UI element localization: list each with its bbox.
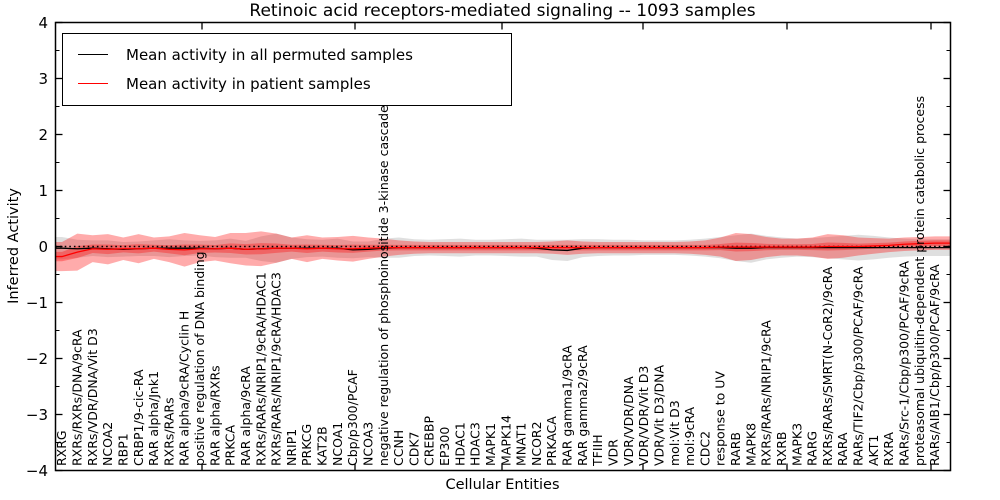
- legend-line-patient-icon: [78, 83, 108, 84]
- x-tick-label: RAR gamma1/9cRA: [560, 345, 575, 466]
- y-tick-label: −3: [26, 406, 48, 424]
- x-tick-label: RAR alpha/Jnk1: [146, 371, 161, 466]
- x-tick-label: RXRs/RARs: [161, 397, 176, 466]
- legend: Mean activity in all permuted samples Me…: [62, 33, 512, 106]
- legend-label-permuted: Mean activity in all permuted samples: [126, 45, 413, 64]
- x-tick-label: RARs/AIB1/Cbp/p300/PCAF/9cRA: [927, 264, 942, 466]
- x-tick-label: AKT1: [866, 435, 881, 466]
- x-tick-label: RAR alpha/RXRs: [207, 365, 222, 466]
- patient-inner-band: [55, 240, 951, 262]
- x-tick-label: RXRG: [54, 430, 69, 466]
- x-tick-label: RXRA: [881, 432, 896, 466]
- x-tick-label: CREBBP: [422, 416, 437, 466]
- x-tick-label: negative regulation of phosphoinositide …: [376, 105, 391, 466]
- chart-title: Retinoic acid receptors-mediated signali…: [249, 1, 756, 21]
- x-tick-label: RARG: [805, 431, 820, 466]
- x-tick-label: RBP1: [115, 433, 130, 466]
- x-tick-label: RXRs/RARs/NRIP1/9cRA/HDAC3: [269, 272, 284, 466]
- x-tick-label: HDAC3: [468, 422, 483, 466]
- y-tick-label: 4: [38, 14, 48, 32]
- x-tick-label: mol:Vit D3: [667, 400, 682, 466]
- x-tick-label: response to UV: [713, 371, 728, 466]
- x-tick-label: CDC2: [697, 431, 712, 466]
- x-tick-label: VDR/VDR/Vit D3: [636, 366, 651, 466]
- x-tick-label: PRKACA: [544, 416, 559, 466]
- x-tick-label: VDR/Vit D3/DNA: [651, 365, 666, 466]
- x-tick-label: MAPK3: [789, 423, 804, 466]
- x-tick-label: MAPK14: [498, 415, 513, 466]
- x-tick-label: RAR alpha/9cRA: [238, 366, 253, 466]
- x-tick-label: RXRB: [774, 431, 789, 466]
- x-tick-label: KAT2B: [315, 426, 330, 466]
- x-tick-label: NRIP1: [284, 429, 299, 466]
- legend-label-patient: Mean activity in patient samples: [126, 74, 371, 93]
- x-tick-label: VDR: [606, 439, 621, 466]
- x-axis-label: Cellular Entities: [445, 477, 560, 493]
- x-tick-label: MNAT1: [514, 423, 529, 466]
- x-tick-label: EP300: [437, 427, 452, 466]
- y-tick-label: 2: [38, 126, 48, 144]
- x-tick-label: PRKCG: [299, 424, 314, 466]
- x-tick-label: proteasomal ubiquitin-dependent protein …: [912, 96, 927, 466]
- x-tick-label: RARs/TIF2/Cbp/p300/PCAF/9cRA: [851, 266, 866, 466]
- x-tick-label: RARA: [835, 432, 850, 466]
- legend-item: Mean activity in all permuted samples: [73, 40, 501, 69]
- patient-mean-line: [55, 242, 951, 258]
- x-tick-label: MAPK8: [743, 423, 758, 466]
- x-tick-label: NCOA3: [360, 422, 375, 466]
- x-tick-label: NCOR2: [529, 421, 544, 466]
- x-tick-label: PRKCA: [223, 425, 238, 466]
- legend-item: Mean activity in patient samples: [73, 69, 501, 98]
- x-tick-label: positive regulation of DNA binding: [192, 251, 207, 466]
- x-tick-label: MAPK1: [483, 423, 498, 466]
- x-tick-label: RXRs/RXRs/DNA/9cRA: [70, 329, 85, 466]
- y-tick-label: 3: [38, 70, 48, 88]
- y-axis-label: Inferred Activity: [6, 188, 22, 304]
- x-tick-label: RXRs/RARs/NRIP1/9cRA: [759, 320, 774, 466]
- x-tick-label: RAR alpha/9cRA/Cyclin H: [177, 311, 192, 466]
- x-tick-label: RARs/Src-1/Cbp/p300/PCAF/9cRA: [896, 260, 911, 466]
- x-tick-label: RXRs/RARs/SMRT(N-CoR2)/9cRA: [820, 266, 835, 466]
- patient-std-band: [55, 231, 951, 272]
- x-tick-label: CCNH: [391, 430, 406, 466]
- x-tick-label: mol:9cRA: [682, 406, 697, 466]
- x-tick-label: RXRs/RARs/NRIP1/9cRA/HDAC1: [253, 272, 268, 466]
- x-tick-label: CRBP1/9-cic-RA: [131, 369, 146, 466]
- y-tick-label: −1: [26, 294, 48, 312]
- x-tick-label: RAR gamma2/9cRA: [575, 345, 590, 466]
- x-tick-label: NCOA2: [100, 422, 115, 466]
- x-tick-label: RXRs/VDR/DNA/Vit D3: [85, 328, 100, 466]
- x-tick-label: CDK7: [406, 431, 421, 466]
- y-tick-label: −2: [26, 350, 48, 368]
- x-tick-label: HDAC1: [452, 422, 467, 466]
- x-tick-label: NCOA1: [330, 422, 345, 466]
- x-tick-label: VDR/VDR/DNA: [621, 376, 636, 466]
- x-tick-label: TFIIH: [590, 434, 605, 467]
- x-tick-label: RARB: [728, 432, 743, 466]
- legend-line-permuted-icon: [78, 54, 108, 55]
- y-tick-label: −4: [26, 462, 48, 480]
- y-tick-label: 0: [38, 238, 48, 256]
- x-tick-label: Cbp/p300/PCAF: [345, 369, 360, 466]
- y-tick-label: 1: [38, 182, 48, 200]
